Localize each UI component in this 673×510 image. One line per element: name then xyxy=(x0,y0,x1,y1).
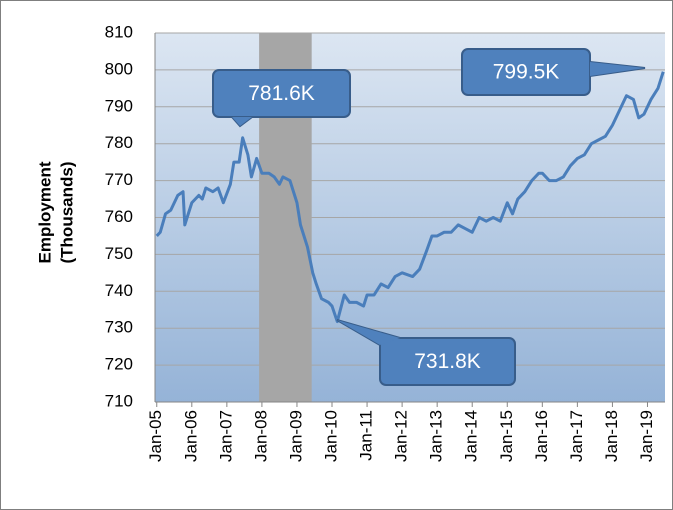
x-tick-label: Jan-07 xyxy=(216,410,235,462)
callout-pointer-join xyxy=(232,117,252,126)
callout: 731.8K xyxy=(336,319,516,386)
x-tick-label: Jan-11 xyxy=(357,410,376,461)
x-tick-label: Jan-16 xyxy=(532,410,551,462)
callout-pointer-join xyxy=(590,62,645,76)
y-tick-label: 800 xyxy=(105,59,133,78)
series-line xyxy=(155,71,665,324)
callout-label: 799.5K xyxy=(493,61,560,84)
x-tick-label: Jan-19 xyxy=(637,410,656,462)
x-tick-label: Jan-10 xyxy=(321,410,340,462)
y-tick-label: 750 xyxy=(105,244,133,263)
callout-label: 781.6K xyxy=(248,82,315,105)
y-tick-label: 790 xyxy=(105,96,133,115)
y-tick-label: 810 xyxy=(105,22,133,41)
y-tick-label: 770 xyxy=(105,170,133,189)
callout-box xyxy=(212,69,351,118)
y-tick-label: 780 xyxy=(105,133,133,152)
y-tick-label: 760 xyxy=(105,207,133,226)
x-tick-label: Jan-08 xyxy=(251,410,270,462)
y-tick-label: 740 xyxy=(105,281,133,300)
x-tick-label: Jan-12 xyxy=(392,410,411,462)
y-tick-label: 710 xyxy=(105,391,133,410)
callout-pointer-join xyxy=(337,320,400,345)
callout-box xyxy=(379,337,516,386)
y-tick-label: 730 xyxy=(105,318,133,337)
callout-label: 731.8K xyxy=(414,350,481,373)
y-axis-label: Employment xyxy=(35,161,54,263)
x-tick-label: Jan-14 xyxy=(462,410,481,462)
y-axis-label: (Thousands) xyxy=(57,162,76,264)
callout: 781.6K xyxy=(212,69,351,128)
x-tick-label: Jan-13 xyxy=(427,410,446,462)
x-tick-label: Jan-18 xyxy=(602,410,621,462)
y-tick-label: 720 xyxy=(105,355,133,374)
x-tick-label: Jan-17 xyxy=(567,410,586,462)
x-tick-label: Jan-06 xyxy=(181,410,200,462)
x-tick-label: Jan-15 xyxy=(497,410,516,462)
x-tick-label: Jan-05 xyxy=(146,410,165,462)
x-tick-label: Jan-09 xyxy=(286,410,305,462)
callout: 799.5K xyxy=(461,48,646,96)
